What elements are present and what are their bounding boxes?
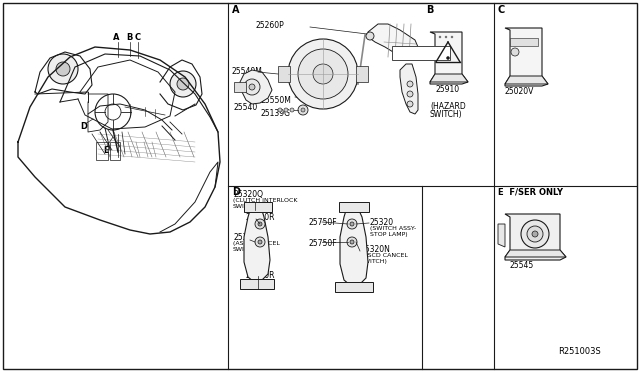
Circle shape bbox=[290, 108, 294, 112]
Text: (HAZARD: (HAZARD bbox=[430, 102, 466, 110]
Polygon shape bbox=[430, 74, 468, 82]
Circle shape bbox=[177, 78, 189, 90]
Bar bbox=[110, 142, 120, 160]
Text: B: B bbox=[126, 32, 132, 42]
Bar bbox=[392, 46, 450, 60]
Text: 25540M: 25540M bbox=[232, 67, 263, 76]
Polygon shape bbox=[240, 70, 272, 104]
Circle shape bbox=[527, 226, 543, 242]
Bar bbox=[278, 66, 290, 82]
Text: 25320R: 25320R bbox=[245, 270, 275, 279]
Circle shape bbox=[298, 49, 348, 99]
Text: 25910: 25910 bbox=[436, 84, 460, 93]
Bar bbox=[356, 66, 368, 82]
Circle shape bbox=[532, 231, 538, 237]
Bar bbox=[339, 202, 369, 212]
Polygon shape bbox=[505, 28, 548, 86]
Circle shape bbox=[56, 62, 70, 76]
Circle shape bbox=[350, 240, 354, 244]
Text: 25550M: 25550M bbox=[261, 96, 292, 105]
Polygon shape bbox=[340, 204, 368, 285]
Text: SWITCH): SWITCH) bbox=[430, 109, 463, 119]
Circle shape bbox=[284, 108, 288, 112]
Text: A: A bbox=[232, 5, 239, 15]
Polygon shape bbox=[430, 32, 468, 84]
Circle shape bbox=[258, 240, 262, 244]
Circle shape bbox=[445, 36, 447, 38]
Circle shape bbox=[447, 57, 449, 60]
Text: 25750F: 25750F bbox=[309, 218, 338, 227]
Text: 25320R: 25320R bbox=[245, 212, 275, 221]
Polygon shape bbox=[244, 204, 270, 282]
Text: C: C bbox=[498, 5, 505, 15]
Polygon shape bbox=[505, 76, 548, 84]
Circle shape bbox=[407, 81, 413, 87]
Circle shape bbox=[48, 54, 78, 84]
Text: E: E bbox=[103, 145, 109, 154]
Circle shape bbox=[244, 79, 260, 95]
Polygon shape bbox=[498, 224, 505, 247]
Circle shape bbox=[451, 36, 453, 38]
Text: SWITCH): SWITCH) bbox=[361, 260, 388, 264]
Text: SWITCH): SWITCH) bbox=[233, 247, 260, 251]
Bar bbox=[234, 82, 246, 92]
Text: 25139G: 25139G bbox=[261, 109, 291, 118]
Text: D: D bbox=[80, 122, 87, 131]
Text: A: A bbox=[113, 32, 120, 42]
Polygon shape bbox=[368, 24, 418, 57]
Circle shape bbox=[407, 91, 413, 97]
Text: ON  OFF: ON OFF bbox=[512, 32, 532, 38]
Circle shape bbox=[366, 32, 374, 40]
Text: SEE SEC. 484: SEE SEC. 484 bbox=[394, 49, 438, 55]
Text: 25320Q: 25320Q bbox=[233, 232, 263, 241]
Circle shape bbox=[439, 36, 441, 38]
Bar bbox=[240, 279, 274, 289]
Circle shape bbox=[301, 108, 305, 112]
Text: C: C bbox=[135, 32, 141, 42]
Text: E  F/SER ONLY: E F/SER ONLY bbox=[498, 187, 563, 196]
Circle shape bbox=[288, 39, 358, 109]
Text: D: D bbox=[232, 187, 240, 197]
Polygon shape bbox=[505, 214, 566, 260]
Text: (ASCD CANCEL: (ASCD CANCEL bbox=[233, 241, 280, 246]
Bar bbox=[510, 38, 538, 46]
Text: 25260P: 25260P bbox=[255, 20, 284, 29]
Polygon shape bbox=[505, 250, 566, 257]
Text: R251003S: R251003S bbox=[558, 347, 601, 356]
Text: 25545: 25545 bbox=[510, 260, 534, 269]
Text: 25320: 25320 bbox=[370, 218, 394, 227]
Text: B: B bbox=[426, 5, 433, 15]
Text: SWITCH): SWITCH) bbox=[233, 203, 260, 208]
Bar bbox=[335, 282, 373, 292]
Text: 25320Q: 25320Q bbox=[233, 189, 263, 199]
Text: MODE: MODE bbox=[512, 67, 527, 71]
Circle shape bbox=[249, 84, 255, 90]
Circle shape bbox=[278, 108, 282, 112]
Text: STOP LAMP): STOP LAMP) bbox=[370, 231, 408, 237]
Bar bbox=[244, 202, 272, 212]
Text: 25020V: 25020V bbox=[505, 87, 534, 96]
Text: PASS: PASS bbox=[512, 61, 524, 65]
Text: 25540: 25540 bbox=[233, 103, 257, 112]
Circle shape bbox=[170, 71, 196, 97]
Circle shape bbox=[255, 219, 265, 229]
Text: 25750F: 25750F bbox=[309, 240, 338, 248]
Circle shape bbox=[511, 48, 519, 56]
Circle shape bbox=[521, 220, 549, 248]
Circle shape bbox=[258, 222, 262, 226]
Circle shape bbox=[298, 105, 308, 115]
Text: (SWITCH ASSY-: (SWITCH ASSY- bbox=[370, 225, 416, 231]
Text: (CLUTCH INTERLOCK: (CLUTCH INTERLOCK bbox=[233, 198, 298, 202]
Bar bbox=[96, 142, 108, 160]
Text: 25320N: 25320N bbox=[361, 246, 391, 254]
Circle shape bbox=[407, 101, 413, 107]
Circle shape bbox=[255, 237, 265, 247]
Polygon shape bbox=[400, 64, 418, 114]
Circle shape bbox=[350, 222, 354, 226]
Text: (ASCD CANCEL: (ASCD CANCEL bbox=[361, 253, 408, 259]
Circle shape bbox=[347, 237, 357, 247]
Circle shape bbox=[347, 219, 357, 229]
Circle shape bbox=[313, 64, 333, 84]
